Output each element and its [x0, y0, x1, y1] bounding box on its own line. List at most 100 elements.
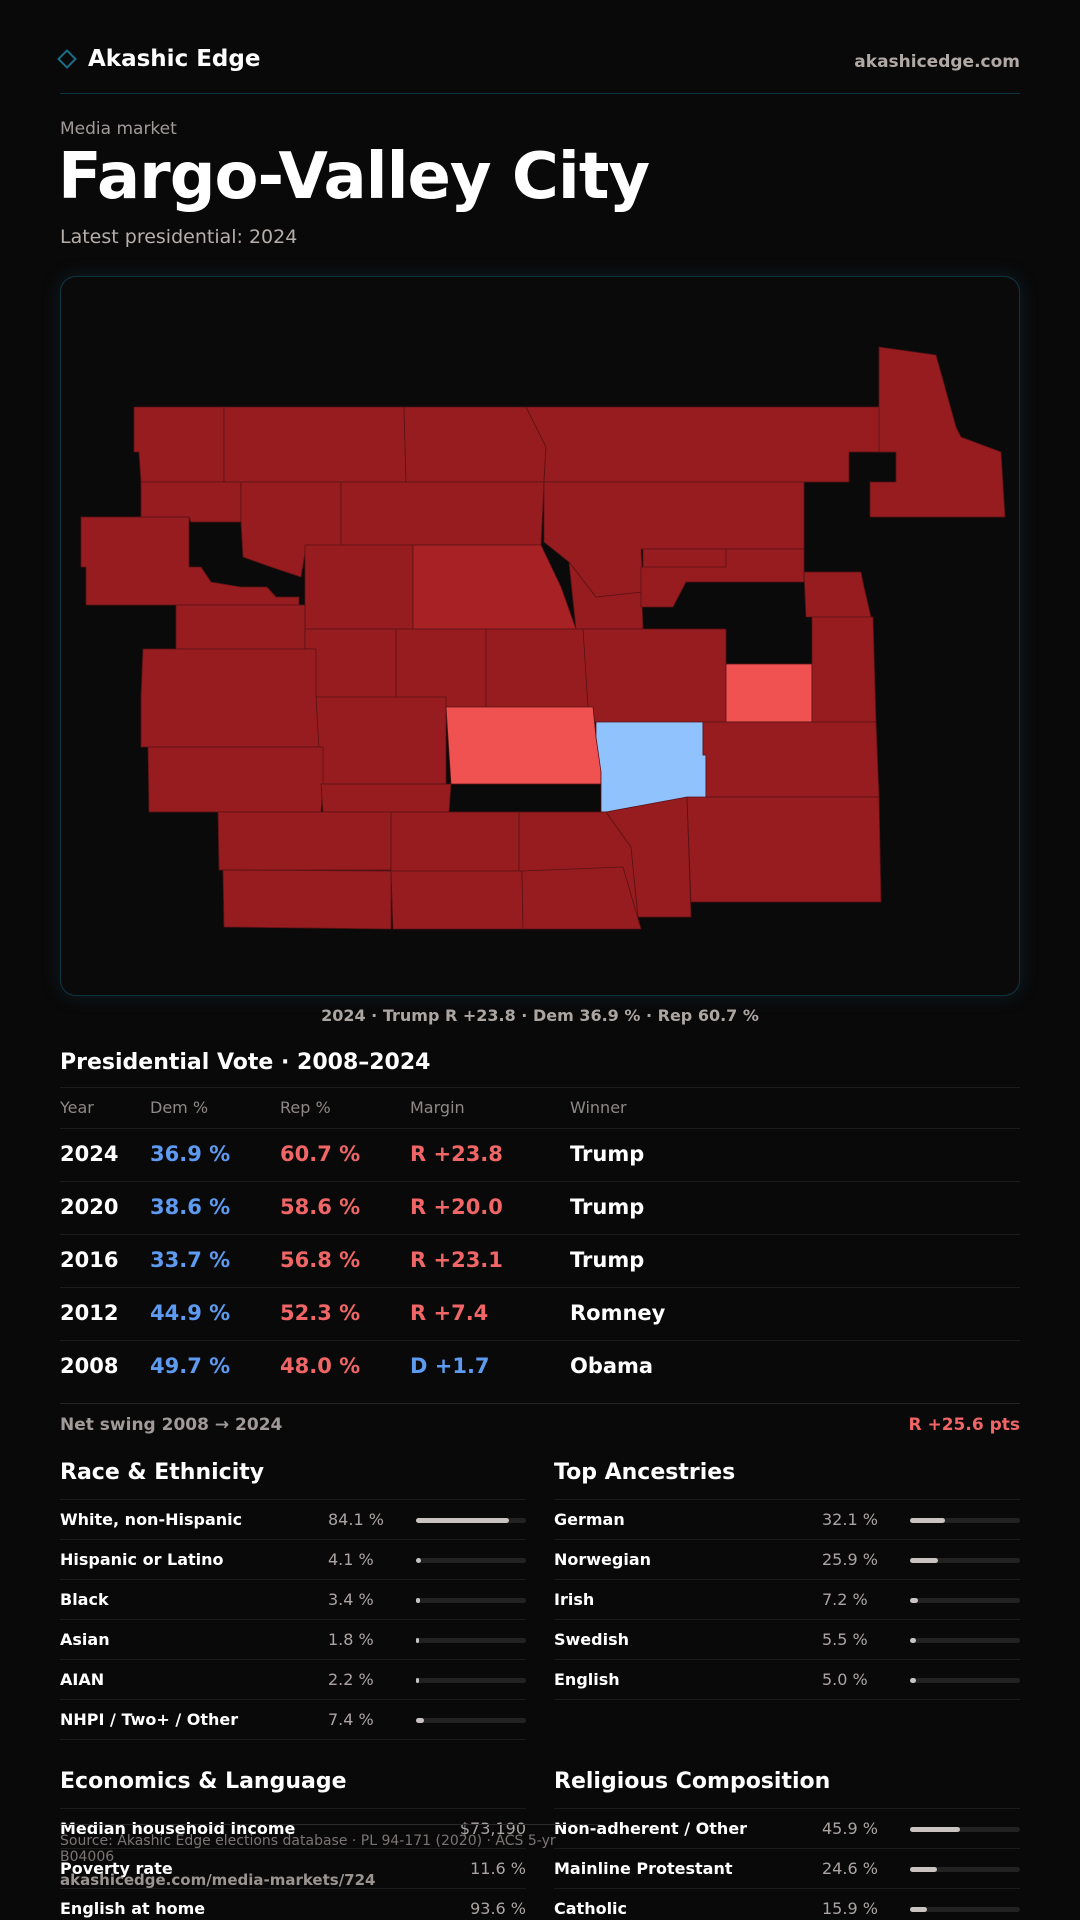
ancestry-panel: Top Ancestries German 32.1 % Norwegian 25.9… — [554, 1460, 1020, 1700]
race-title: Race & Ethnicity — [60, 1460, 265, 1485]
county-shape[interactable] — [395, 628, 487, 708]
stat-row: White, non-Hispanic 84.1 % — [60, 1500, 526, 1540]
county-shape[interactable] — [485, 628, 594, 713]
eyebrow-label: Media market — [60, 119, 177, 139]
stat-row: Poverty rate 11.6 % — [60, 1849, 526, 1889]
county-shape[interactable] — [445, 706, 602, 785]
vote-section-title: Presidential Vote · 2008–2024 — [60, 1050, 431, 1075]
vote-rep-pct: 56.8 % — [280, 1248, 361, 1272]
vote-margin: R +23.1 — [410, 1248, 503, 1272]
vote-year: 2024 — [60, 1142, 119, 1166]
county-shape[interactable] — [803, 571, 872, 618]
county-shape[interactable] — [140, 481, 242, 523]
vote-row: 2008 49.7 % 48.0 % D +1.7 Obama — [60, 1340, 1020, 1392]
county-shape[interactable] — [80, 516, 300, 606]
bar-fill — [416, 1518, 509, 1523]
divider — [60, 1403, 1020, 1404]
divider — [60, 1087, 1020, 1088]
header-winner: Winner — [570, 1098, 627, 1117]
bar-fill — [416, 1638, 419, 1643]
vote-dem-pct: 33.7 % — [150, 1248, 231, 1272]
vote-year: 2016 — [60, 1248, 119, 1272]
stat-label: Non-adherent / Other — [554, 1819, 748, 1838]
bar-track — [416, 1718, 526, 1723]
stat-label: Asian — [60, 1630, 110, 1649]
panel-head: Economics & Language — [60, 1769, 526, 1809]
stat-row: Irish 7.2 % — [554, 1580, 1020, 1620]
county-shape[interactable] — [304, 544, 414, 630]
stat-label: Swedish — [554, 1630, 630, 1649]
diamond-icon — [57, 49, 77, 69]
stat-label: White, non-Hispanic — [60, 1510, 243, 1529]
county-map — [80, 346, 1006, 930]
county-shape[interactable] — [320, 783, 452, 813]
vote-margin: R +23.8 — [410, 1142, 503, 1166]
county-shape[interactable] — [869, 346, 1006, 518]
stat-label: AIAN — [60, 1670, 105, 1689]
county-shape[interactable] — [175, 604, 306, 650]
stat-label: Median household income — [60, 1819, 296, 1838]
county-shape[interactable] — [315, 696, 447, 785]
county-shape[interactable] — [403, 406, 547, 483]
stat-value: 11.6 % — [470, 1859, 526, 1878]
page-title: Fargo-Valley City — [58, 140, 650, 214]
county-shape[interactable] — [521, 866, 642, 930]
religion-title: Religious Composition — [554, 1769, 831, 1794]
stat-row: Norwegian 25.9 % — [554, 1540, 1020, 1580]
stat-label: NHPI / Two+ / Other — [60, 1710, 239, 1729]
stat-value: 15.9 % — [822, 1899, 878, 1918]
bar-track — [416, 1518, 526, 1523]
county-shape[interactable] — [147, 746, 324, 813]
stat-row: Asian 1.8 % — [60, 1620, 526, 1660]
county-shape[interactable] — [725, 663, 813, 723]
county-shape[interactable] — [223, 406, 407, 483]
site-url-link[interactable]: akashicedge.com — [854, 52, 1020, 72]
bar-track — [910, 1867, 1020, 1872]
vote-margin: R +7.4 — [410, 1301, 489, 1325]
header-margin: Margin — [410, 1098, 465, 1117]
county-shape[interactable] — [390, 811, 520, 872]
source-note: Source: Akashic Edge elections database … — [60, 1833, 556, 1865]
bar-fill — [910, 1827, 961, 1832]
bar-track — [910, 1678, 1020, 1683]
vote-year: 2008 — [60, 1354, 119, 1378]
county-shape[interactable] — [390, 870, 524, 930]
bar-track — [910, 1907, 1020, 1912]
county-shape[interactable] — [133, 406, 225, 483]
page-footer: Source: Akashic Edge elections database … — [60, 1824, 600, 1895]
county-shape[interactable] — [140, 648, 324, 748]
county-shape[interactable] — [686, 796, 882, 903]
county-shape[interactable] — [702, 721, 880, 798]
brand[interactable]: Akashic Edge — [57, 46, 261, 72]
stat-label: Catholic — [554, 1899, 628, 1918]
bar-fill — [910, 1678, 916, 1683]
county-shape[interactable] — [222, 869, 392, 930]
stat-label: English at home — [60, 1899, 206, 1918]
stat-value: 4.1 % — [328, 1550, 374, 1569]
stat-value: 24.6 % — [822, 1859, 878, 1878]
stat-value: 5.5 % — [822, 1630, 868, 1649]
bar-track — [416, 1678, 526, 1683]
county-shape[interactable] — [217, 811, 392, 871]
county-shape[interactable] — [811, 616, 877, 723]
swing-label: Net swing 2008 → 2024 — [60, 1415, 283, 1435]
religion-rows: Non-adherent / Other 45.9 % Mainline Prote… — [554, 1809, 1020, 1920]
footer-url-link[interactable]: akashicedge.com/media-markets/724 — [60, 1871, 376, 1889]
bar-track — [910, 1598, 1020, 1603]
county-shape[interactable] — [525, 406, 897, 483]
vote-winner: Obama — [570, 1354, 654, 1378]
county-shape[interactable] — [340, 481, 545, 546]
vote-dem-pct: 38.6 % — [150, 1195, 231, 1219]
stat-label: Mainline Protestant — [554, 1859, 733, 1878]
ancestry-rows: German 32.1 % Norwegian 25.9 % Irish 7.2 % Swe… — [554, 1500, 1020, 1700]
county-shape[interactable] — [304, 628, 397, 708]
county-shape[interactable] — [605, 796, 692, 918]
county-shape[interactable] — [412, 544, 577, 630]
county-shape[interactable] — [640, 548, 805, 608]
header-year: Year — [60, 1098, 94, 1117]
brand-name: Akashic Edge — [88, 46, 261, 72]
stat-value: 45.9 % — [822, 1819, 878, 1838]
vote-dem-pct: 49.7 % — [150, 1354, 231, 1378]
county-shape[interactable] — [582, 628, 727, 723]
bar-fill — [910, 1867, 938, 1872]
